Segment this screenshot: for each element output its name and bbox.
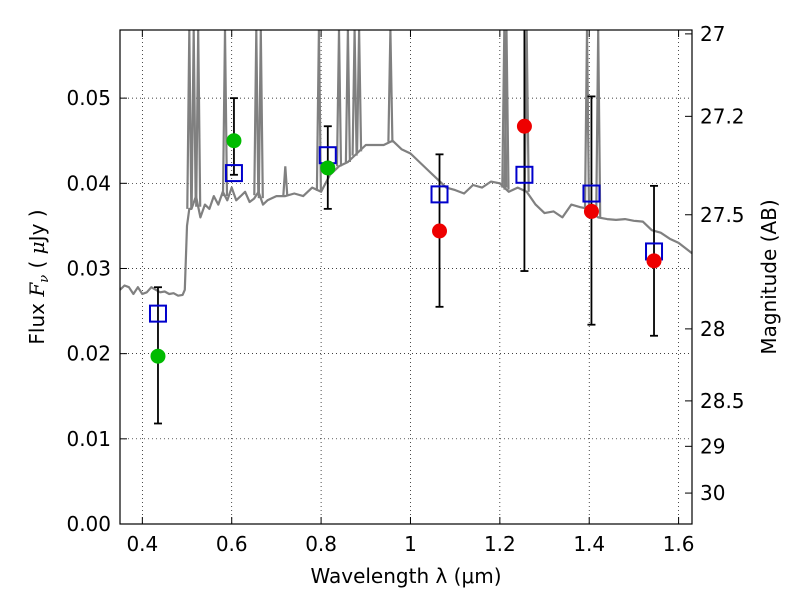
y2-tick-label: 27	[700, 22, 725, 46]
y2-tick-label: 28.5	[700, 389, 745, 413]
observed-point-nir	[432, 223, 448, 239]
y-axis-label: Flux Fν ( μJy )	[25, 209, 52, 344]
observed-point-nir	[646, 253, 662, 269]
model-flux-square	[515, 165, 534, 184]
x-tick-label: 1.4	[573, 532, 605, 556]
model-flux-square	[582, 184, 601, 203]
x-tick-label: 1.2	[484, 532, 516, 556]
x-axis-label: Wavelength λ (μm)	[310, 564, 501, 588]
spectrum-continuum	[119, 139, 693, 297]
y2-tick-label: 28	[700, 317, 725, 341]
x-tick-label: 1.6	[663, 532, 695, 556]
x-tick-label: 0.6	[216, 532, 248, 556]
plot-frame	[119, 29, 693, 525]
y2-tick-label: 29	[700, 434, 725, 458]
data-points	[148, 118, 664, 364]
y2-tick-label: 27.5	[700, 203, 745, 227]
observed-point-nir	[516, 118, 532, 134]
y-tick-label: 0.01	[66, 427, 111, 451]
observed-point-optical	[150, 348, 166, 364]
observed-point-optical	[320, 160, 336, 176]
y2-tick-label: 27.2	[700, 104, 745, 128]
axis-ticks: 0.4 0.6 0.8 1 1.2 1.4 1.6 0.00 0.01 0.02 0.03 0.04 0…	[66, 22, 744, 556]
y-tick-label: 0.04	[66, 171, 111, 195]
x-tick-label: 0.4	[126, 532, 158, 556]
observed-point-optical	[226, 133, 242, 149]
model-flux-square	[430, 185, 449, 204]
x-tick-label: 1	[404, 532, 417, 556]
model-flux-square	[224, 164, 243, 183]
y2-tick-label: 30	[700, 481, 725, 505]
y-tick-label: 0.00	[66, 512, 111, 536]
y-tick-label: 0.03	[66, 256, 111, 280]
emission-line	[282, 166, 289, 197]
y-tick-label: 0.02	[66, 342, 111, 366]
y2-axis-label: Magnitude (AB)	[757, 199, 781, 354]
y-tick-label: 0.05	[66, 86, 111, 110]
model-flux-square	[148, 304, 167, 323]
x-tick-label: 0.8	[305, 532, 337, 556]
observed-point-nir	[583, 203, 599, 219]
